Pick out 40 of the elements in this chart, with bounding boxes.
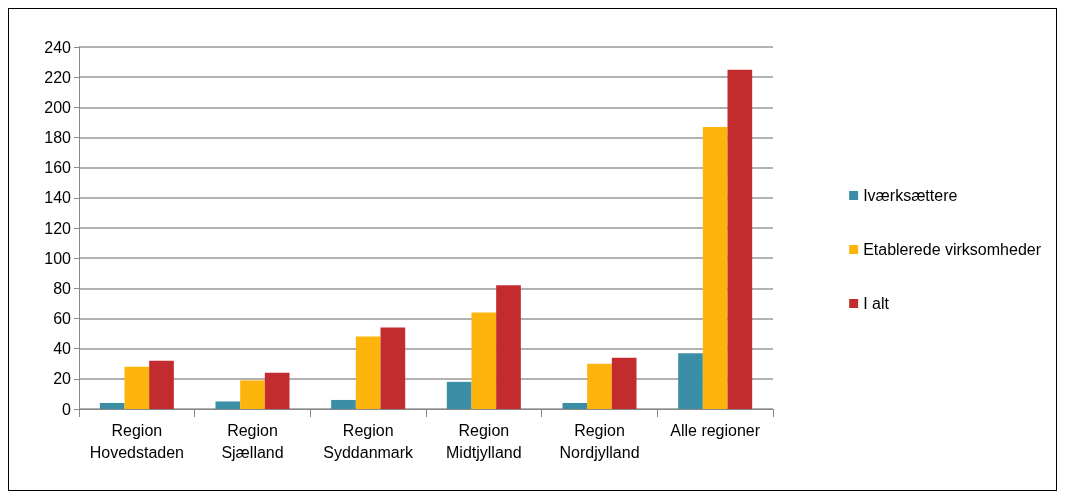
y-tick-label: 160: [44, 159, 72, 177]
bar: [587, 363, 612, 409]
x-tick-label: Alle regioner: [670, 421, 761, 439]
y-tick-label: 200: [44, 98, 72, 116]
y-tick-label: 40: [53, 340, 72, 358]
bar: [124, 366, 150, 409]
legend-label: I alt: [863, 295, 890, 312]
y-tick-label: 100: [44, 249, 72, 267]
bar: [496, 285, 521, 409]
y-tick-label: 20: [53, 370, 72, 388]
bar: [380, 327, 406, 409]
bar: [471, 312, 497, 409]
x-tick-label: Region Syddanmark: [323, 421, 415, 461]
x-tick-label: Region Nordjylland: [559, 421, 640, 461]
bar: [99, 402, 125, 409]
y-tick-label: 220: [44, 68, 72, 86]
bar: [446, 381, 472, 409]
y-tick-label: 60: [53, 310, 72, 327]
x-tick-label: Region Hovedstaden: [89, 421, 184, 461]
bar: [264, 372, 290, 409]
x-tick-label: Region Midtjylland: [446, 421, 522, 461]
bar: [678, 353, 703, 409]
y-tick-label: 80: [53, 279, 72, 297]
y-tick-label: 240: [44, 38, 72, 56]
x-tick-label: Region Sjælland: [221, 421, 284, 461]
legend-label: Iværksættere: [863, 187, 958, 204]
legend-label: Etablerede virksomheder: [863, 241, 1042, 258]
y-tick-label: 140: [44, 189, 72, 207]
bar: [611, 357, 637, 409]
bar: [702, 126, 728, 409]
bar: [149, 360, 174, 409]
bar: [562, 402, 588, 409]
y-tick-label: 120: [44, 219, 72, 237]
bar: [331, 399, 356, 409]
y-tick-label: 180: [44, 129, 72, 146]
bar: [240, 380, 265, 409]
bar: [355, 336, 381, 409]
bar: [727, 69, 753, 409]
y-tick-label: 0: [62, 400, 72, 418]
bar: [215, 401, 241, 409]
